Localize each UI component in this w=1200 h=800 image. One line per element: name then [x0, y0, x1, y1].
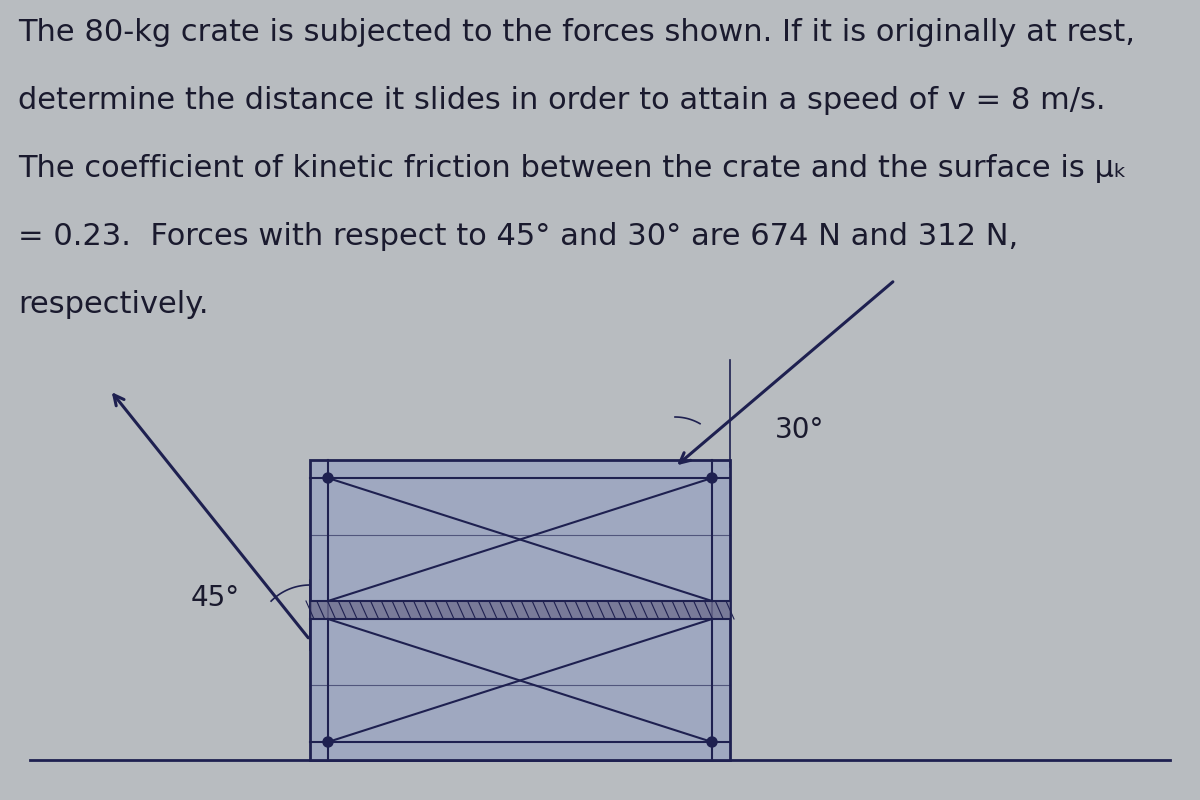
Circle shape — [323, 473, 334, 483]
Circle shape — [707, 473, 718, 483]
Bar — [310, 460, 730, 760]
Text: The coefficient of kinetic friction between the crate and the surface is μₖ: The coefficient of kinetic friction betw… — [18, 154, 1127, 183]
Circle shape — [707, 737, 718, 747]
Text: 30°: 30° — [775, 416, 824, 444]
Text: = 0.23.  Forces with respect to 45° and 30° are 674 N and 312 N,: = 0.23. Forces with respect to 45° and 3… — [18, 222, 1019, 251]
Text: The 80-kg crate is subjected to the forces shown. If it is originally at rest,: The 80-kg crate is subjected to the forc… — [18, 18, 1135, 47]
Text: 45°: 45° — [191, 584, 240, 612]
Text: respectively.: respectively. — [18, 290, 209, 319]
Text: determine the distance it slides in order to attain a speed of v = 8 m/s.: determine the distance it slides in orde… — [18, 86, 1105, 115]
Circle shape — [323, 737, 334, 747]
Bar — [310, 601, 730, 619]
